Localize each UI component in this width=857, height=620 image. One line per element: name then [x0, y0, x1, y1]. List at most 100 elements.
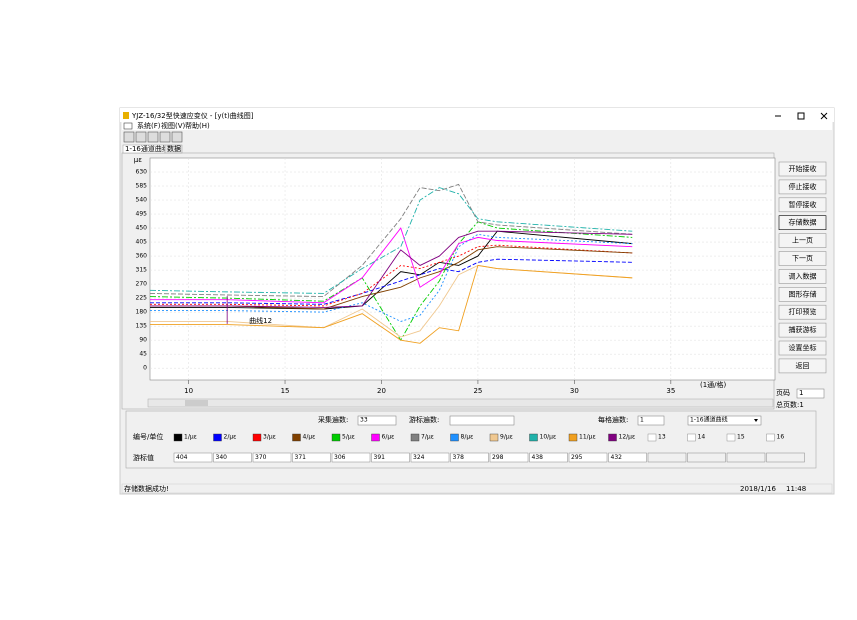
button[interactable] — [778, 215, 827, 230]
cursor-value-box — [213, 452, 252, 463]
cursor-value-box — [489, 452, 529, 463]
legend-label: 2/με — [224, 434, 237, 441]
legend-swatch — [726, 433, 736, 442]
y-tick-label: 180 — [136, 309, 148, 316]
button[interactable] — [778, 322, 827, 338]
series-line — [150, 258, 633, 305]
series-line — [150, 230, 633, 308]
cursor-value-box — [568, 452, 608, 463]
legend-swatch — [489, 433, 499, 442]
page-value: 1 — [799, 389, 803, 397]
button[interactable] — [778, 233, 827, 248]
button[interactable] — [778, 251, 827, 266]
cursor-value: 404 — [176, 454, 188, 461]
legend-label: 12/με — [619, 434, 636, 441]
y-tick-label: 90 — [139, 337, 147, 344]
y-tick-label: 495 — [136, 211, 148, 218]
cursor-value: 306 — [334, 454, 346, 461]
legend-label: 1/με — [184, 434, 197, 441]
view-value: 1-16通道曲线 — [690, 416, 728, 424]
close[interactable] — [820, 112, 828, 120]
scrollbar[interactable] — [147, 398, 774, 408]
button-label: 开始接收 — [789, 164, 817, 173]
x-tick-label: 35 — [666, 387, 675, 395]
status-bar — [121, 483, 833, 494]
legend-label: 16 — [777, 434, 785, 441]
button[interactable] — [778, 340, 827, 356]
button[interactable] — [778, 161, 827, 177]
doc-icon — [123, 122, 133, 130]
button[interactable] — [778, 358, 827, 374]
cursor-input[interactable] — [449, 415, 515, 426]
button-label: 打印预览 — [789, 307, 817, 316]
cursor-value-box — [450, 452, 489, 463]
button[interactable] — [778, 197, 827, 213]
legend-label: 5/με — [342, 434, 355, 441]
status-date: 2018/1/16 — [740, 485, 776, 493]
legend-label: 4/με — [303, 434, 316, 441]
x-tick-label: 30 — [570, 387, 579, 395]
series-line — [150, 246, 633, 310]
per-grid-input[interactable] — [637, 415, 665, 426]
maximize[interactable] — [797, 112, 805, 120]
tool-button[interactable] — [135, 131, 147, 143]
status-time: 11:48 — [786, 485, 806, 493]
cursor-label: 游标遍数: — [409, 415, 439, 424]
view-select[interactable] — [687, 415, 762, 426]
menu-item[interactable]: 视图(V) — [161, 121, 186, 130]
per-grid-value: 1 — [640, 417, 644, 424]
menu-item[interactable]: 帮助(H) — [185, 121, 210, 130]
legend-swatch — [173, 433, 183, 442]
button-label: 返回 — [796, 362, 810, 370]
button[interactable] — [778, 269, 827, 284]
legend-swatch — [292, 433, 301, 442]
legend-label: 15 — [737, 434, 745, 441]
tool-button[interactable] — [159, 131, 171, 143]
legend-swatch — [331, 433, 341, 442]
tab[interactable] — [164, 144, 183, 154]
cursor-value-box — [647, 452, 687, 463]
collect-input[interactable] — [357, 415, 397, 426]
cursor-value-box — [292, 452, 331, 463]
scroll-thumb[interactable] — [185, 400, 208, 406]
legend-label: 6/με — [382, 434, 395, 441]
button[interactable] — [778, 286, 827, 302]
y-axis-label: με — [134, 156, 142, 164]
legend-swatch — [450, 433, 459, 442]
button-label: 图形存储 — [789, 289, 817, 298]
collect-value: 33 — [360, 417, 368, 424]
menu-item[interactable]: 系统(F) — [137, 121, 161, 130]
per-grid-label: 每格遍数: — [598, 415, 628, 424]
button-label: 设置坐标 — [789, 343, 817, 352]
cursor-value: 340 — [216, 454, 228, 461]
y-tick-label: 135 — [136, 323, 148, 330]
x-tick-label: 25 — [473, 387, 482, 395]
page-input[interactable] — [796, 388, 825, 399]
button[interactable] — [778, 304, 827, 320]
legend-swatch — [568, 433, 578, 442]
x-tick-label: 20 — [377, 387, 386, 395]
button-label: 停止接收 — [789, 182, 817, 191]
channel-label: 编号/单位 — [133, 432, 163, 441]
legend-label: 3/με — [263, 434, 276, 441]
cursor-value-box — [331, 452, 371, 463]
series-line — [150, 230, 633, 310]
legend-label: 9/με — [500, 434, 513, 441]
cursor-value: 371 — [295, 454, 307, 461]
legend-swatch — [371, 433, 380, 442]
tool-button[interactable] — [171, 131, 183, 143]
series-line — [150, 227, 633, 304]
y-tick-label: 270 — [136, 281, 148, 288]
window-title: YJZ-16/32型快速应变仪 - [y(t)曲线图] — [131, 111, 254, 120]
collect-label: 采集遍数: — [318, 415, 348, 424]
x-tick-label: 15 — [281, 387, 290, 395]
legend-label: 14 — [698, 434, 706, 441]
status-message: 存储数据成功! — [124, 484, 169, 493]
tool-button[interactable] — [147, 131, 159, 143]
cursor-value-box — [687, 452, 726, 463]
y-tick-label: 585 — [136, 183, 148, 190]
cursor-value: 391 — [374, 454, 386, 461]
tab-label: 1-16通道曲线 — [125, 144, 169, 153]
tool-button[interactable] — [123, 131, 135, 143]
